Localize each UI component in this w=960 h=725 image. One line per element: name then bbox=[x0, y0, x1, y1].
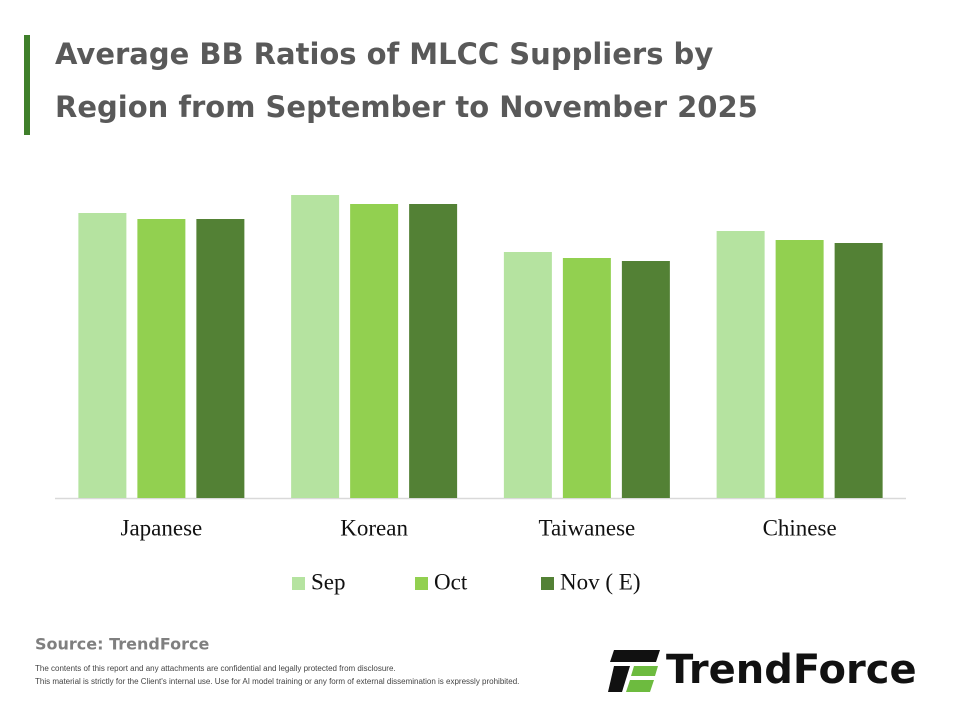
bar bbox=[621, 261, 670, 498]
logo-text: TrendForce bbox=[666, 647, 917, 693]
title-accent bbox=[24, 35, 30, 135]
disclaimer: The contents of this report and any atta… bbox=[35, 664, 396, 673]
legend-swatch bbox=[415, 577, 428, 590]
logo-icon bbox=[608, 650, 660, 692]
bar bbox=[716, 231, 765, 498]
x-tick-label: Korean bbox=[340, 515, 408, 540]
bar bbox=[196, 219, 245, 498]
bar bbox=[503, 252, 552, 498]
bar bbox=[834, 243, 883, 498]
legend-label: Oct bbox=[434, 569, 468, 594]
bar bbox=[775, 240, 824, 498]
chart-title: Region from September to November 2025 bbox=[55, 90, 758, 124]
bar bbox=[137, 219, 186, 498]
legend-swatch bbox=[541, 577, 554, 590]
bar bbox=[409, 204, 458, 498]
legend-label: Sep bbox=[311, 569, 346, 594]
bar bbox=[562, 258, 611, 498]
x-tick-label: Taiwanese bbox=[539, 515, 636, 540]
disclaimer: This material is strictly for the Client… bbox=[35, 677, 519, 686]
x-tick-label: Japanese bbox=[121, 515, 203, 540]
chart-title: Average BB Ratios of MLCC Suppliers by bbox=[55, 37, 713, 71]
bar bbox=[78, 213, 127, 498]
x-tick-label: Chinese bbox=[763, 515, 837, 540]
source: Source: TrendForce bbox=[35, 635, 209, 654]
bar bbox=[350, 204, 399, 498]
bar bbox=[291, 195, 340, 498]
legend-swatch bbox=[292, 577, 305, 590]
legend-label: Nov ( E) bbox=[560, 569, 640, 594]
